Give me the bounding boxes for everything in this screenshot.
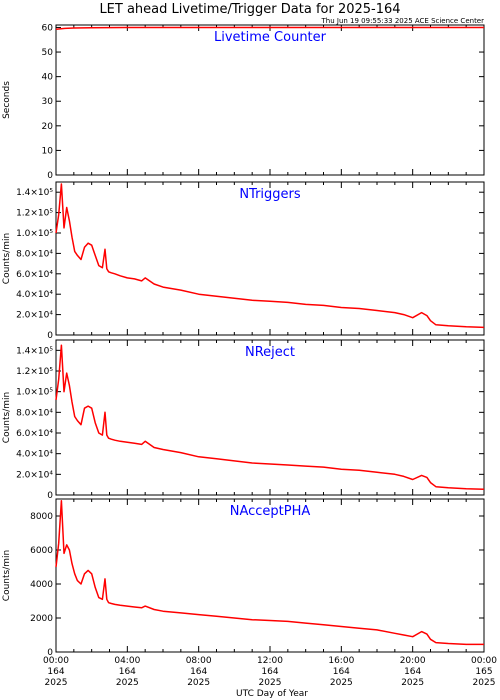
y-axis-title: Seconds xyxy=(2,81,12,119)
panel-title: NTriggers xyxy=(239,187,301,202)
y-tick-label: 4000 xyxy=(30,580,53,590)
panel-4: 0 2000 4000 6000 8000 Counts/min NAcceptPHA xyxy=(2,498,485,658)
panel-2: 0 2.0×10⁴ 4.0×10⁴ 6.0×10⁴ 8.0×10⁴ 1.0×10⁵ 1.2×… xyxy=(2,181,485,341)
y-tick-label: 0 xyxy=(47,171,53,181)
y-tick-label: 8.0×10⁴ xyxy=(16,408,53,418)
x-axis-title: UTC Day of Year xyxy=(236,689,308,699)
panel-3: 0 2.0×10⁴ 4.0×10⁴ 6.0×10⁴ 8.0×10⁴ 1.0×10⁵ 1.2×… xyxy=(2,339,485,501)
panel-title: NAcceptPHA xyxy=(230,504,311,519)
y-tick-label: 1.4×10⁵ xyxy=(16,346,53,356)
x-tick-label: 16:00 xyxy=(328,656,354,666)
y-tick-label: 60 xyxy=(42,23,54,33)
series-line-1 xyxy=(55,499,484,646)
y-tick-label: 1.0×10⁵ xyxy=(16,229,53,239)
x-tick-label: 164 xyxy=(404,667,421,677)
x-tick-label: 00:00 xyxy=(471,656,497,666)
y-tick-label: 8.0×10⁴ xyxy=(16,249,53,259)
x-tick-label: 164 xyxy=(261,667,278,677)
y-tick-label: 40 xyxy=(42,73,54,83)
x-tick-labels: 00:00164202504:00164202508:00164202512:0… xyxy=(43,656,497,688)
x-tick-label: 2025 xyxy=(473,678,496,688)
x-tick-label: 2025 xyxy=(259,678,282,688)
y-tick-label: 8000 xyxy=(30,512,53,522)
x-tick-label: 2025 xyxy=(401,678,424,688)
x-tick-label: 164 xyxy=(47,667,64,677)
x-tick-label: 04:00 xyxy=(114,656,140,666)
y-tick-label: 1.2×10⁵ xyxy=(16,367,53,377)
y-axis-title: Counts/min xyxy=(2,392,12,443)
plot-frame xyxy=(55,181,485,336)
y-tick-label: 50 xyxy=(42,48,54,58)
timestamp: Thu Jun 19 09:55:33 2025 ACE Science Cen… xyxy=(321,17,485,25)
panel-title: Livetime Counter xyxy=(214,30,327,45)
chart-panels: 0 10 20 30 40 50 60 Seconds Livetime Counter 0 2.0… xyxy=(2,23,497,688)
y-tick-label: 6.0×10⁴ xyxy=(16,270,53,280)
main-title: LET ahead Livetime/Trigger Data for 2025… xyxy=(99,2,400,17)
y-axis-title: Counts/min xyxy=(2,550,12,601)
y-tick-label: 1.2×10⁵ xyxy=(16,209,53,219)
series-line-1 xyxy=(55,344,485,491)
plot-frame xyxy=(55,339,485,496)
y-tick-label: 2.0×10⁴ xyxy=(16,311,53,321)
x-tick-label: 165 xyxy=(475,667,492,677)
x-tick-label: 12:00 xyxy=(257,656,283,666)
y-tick-label: 1.0×10⁵ xyxy=(16,388,53,398)
panel-title: NReject xyxy=(245,345,295,360)
panel-1: 0 10 20 30 40 50 60 Seconds Livetime Counter xyxy=(2,23,485,181)
x-tick-label: 00:00 xyxy=(43,656,69,666)
y-tick-label: 1.4×10⁵ xyxy=(16,188,53,198)
x-tick-label: 2025 xyxy=(45,678,68,688)
y-tick-label: 30 xyxy=(42,97,54,107)
series-line-1 xyxy=(55,26,484,30)
x-tick-label: 164 xyxy=(119,667,136,677)
plot-frame xyxy=(55,498,485,653)
plot-frame xyxy=(55,24,485,176)
x-tick-label: 20:00 xyxy=(400,656,426,666)
y-tick-label: 0 xyxy=(47,648,53,658)
x-tick-label: 2025 xyxy=(187,678,210,688)
y-tick-label: 0 xyxy=(47,491,53,501)
y-tick-label: 10 xyxy=(42,146,54,156)
y-tick-label: 6000 xyxy=(30,546,53,556)
x-tick-label: 2025 xyxy=(116,678,139,688)
x-tick-label: 08:00 xyxy=(186,656,212,666)
y-tick-label: 6.0×10⁴ xyxy=(16,429,53,439)
x-tick-label: 164 xyxy=(333,667,350,677)
y-tick-label: 4.0×10⁴ xyxy=(16,290,53,300)
y-tick-label: 0 xyxy=(47,331,53,341)
y-tick-label: 4.0×10⁴ xyxy=(16,450,53,460)
x-tick-label: 2025 xyxy=(330,678,353,688)
series-line-1 xyxy=(55,183,485,329)
y-tick-label: 2000 xyxy=(30,614,53,624)
x-tick-label: 164 xyxy=(190,667,207,677)
y-tick-label: 2.0×10⁴ xyxy=(16,470,53,480)
y-axis-title: Counts/min xyxy=(2,233,12,284)
y-tick-label: 20 xyxy=(42,122,54,132)
